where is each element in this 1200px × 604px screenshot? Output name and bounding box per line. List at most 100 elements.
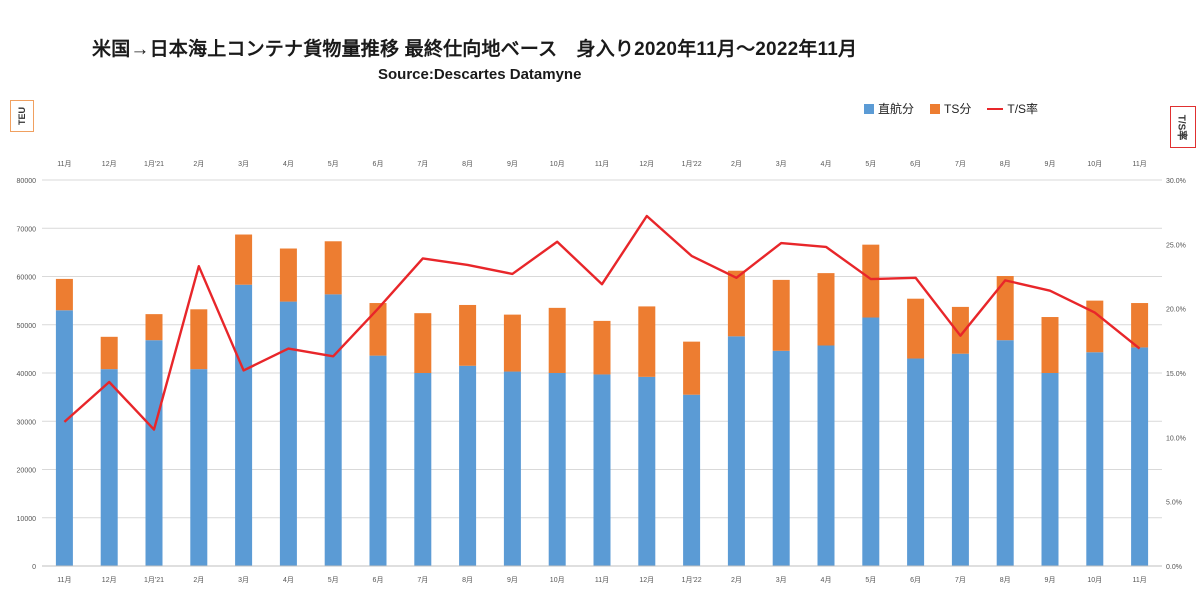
bar-direct — [100, 369, 118, 566]
left-tick-label: 0 — [32, 564, 36, 571]
bar-ts — [279, 248, 297, 302]
bar-direct — [772, 350, 790, 566]
bar-ts — [190, 309, 208, 370]
category-label: 5月 — [328, 576, 339, 584]
chart-title: 米国→日本海上コンテナ貨物量推移 最終仕向地ベース 身入り2020年11月～20… — [92, 39, 858, 60]
bar-direct — [1041, 373, 1059, 566]
bar-direct — [862, 317, 880, 566]
category-label: 6月 — [373, 576, 384, 584]
category-label: 9月 — [1045, 576, 1056, 584]
left-tick-label: 50000 — [17, 323, 37, 330]
top-category-label: 6月 — [910, 160, 921, 168]
legend-label-direct: 直航分 — [878, 102, 915, 116]
category-label: 10月 — [1087, 576, 1102, 584]
chart-source: Source:Descartes Datamyne — [378, 66, 582, 83]
bar-ts — [683, 341, 701, 395]
category-label: 11月 — [57, 576, 71, 584]
ts-rate-line — [63, 214, 1141, 431]
legend-item-ts-rate: T/S率 — [987, 100, 1038, 117]
bar-ts — [459, 304, 477, 366]
bar-direct — [683, 394, 701, 566]
top-category-label: 11月 — [57, 160, 71, 168]
bar-ts — [1086, 300, 1104, 353]
top-category-label: 8月 — [1000, 160, 1011, 168]
top-category-label: 3月 — [238, 160, 249, 168]
right-tick-label: 5.0% — [1166, 500, 1182, 507]
category-label: 7月 — [417, 576, 428, 584]
top-category-label: 3月 — [776, 160, 787, 168]
top-category-label: 7月 — [955, 160, 966, 168]
left-tick-label: 70000 — [17, 226, 37, 233]
bar-ts — [727, 270, 745, 337]
bar-direct — [593, 374, 611, 566]
top-category-label: 1月'22 — [682, 160, 702, 168]
bar-ts — [951, 306, 969, 354]
top-category-label: 4月 — [283, 160, 294, 168]
bar-ts — [145, 314, 163, 341]
bar-direct — [414, 373, 432, 566]
bar-direct — [1131, 347, 1149, 566]
bar-ts — [503, 314, 521, 372]
bar-ts — [862, 244, 880, 318]
category-label: 9月 — [507, 576, 518, 584]
bar-ts — [593, 320, 611, 375]
bar-direct — [459, 365, 477, 566]
bar-direct — [907, 358, 925, 566]
right-tick-label: 0.0% — [1166, 564, 1182, 571]
category-label: 2月 — [731, 576, 742, 584]
category-label: 6月 — [910, 576, 921, 584]
bar-direct — [638, 376, 656, 566]
category-label: 12月 — [102, 576, 117, 584]
category-label: 11月 — [1132, 576, 1146, 584]
bar-ts — [369, 303, 387, 356]
legend-label-ts: TS分 — [944, 102, 972, 116]
left-tick-label: 60000 — [17, 275, 37, 282]
bar-ts — [638, 306, 656, 377]
right-tick-label: 20.0% — [1166, 307, 1186, 314]
left-tick-label: 80000 — [17, 178, 37, 185]
category-label: 3月 — [238, 576, 249, 584]
top-category-label: 8月 — [462, 160, 473, 168]
category-label: 5月 — [865, 576, 876, 584]
legend-item-ts: TS分 — [930, 100, 971, 117]
category-label: 11月 — [595, 576, 609, 584]
category-label: 4月 — [283, 576, 294, 584]
top-category-label: 11月 — [1132, 160, 1146, 168]
top-category-label: 1月'21 — [144, 160, 164, 168]
bar-direct — [503, 371, 521, 566]
category-label: 4月 — [821, 576, 832, 584]
bar-direct — [996, 340, 1014, 566]
bar-ts — [548, 307, 566, 373]
bar-ts — [817, 273, 835, 346]
category-label: 1月'21 — [144, 576, 164, 584]
category-label: 12月 — [639, 576, 654, 584]
top-category-label: 2月 — [731, 160, 742, 168]
bar-ts — [414, 313, 432, 373]
bar-direct — [951, 353, 969, 566]
left-tick-label: 20000 — [17, 468, 37, 475]
top-category-label: 5月 — [328, 160, 339, 168]
top-category-label: 12月 — [102, 160, 117, 168]
bar-ts — [324, 241, 342, 295]
top-category-label: 2月 — [193, 160, 204, 168]
bar-direct — [324, 294, 342, 566]
bar-direct — [279, 301, 297, 566]
left-tick-label: 40000 — [17, 371, 37, 378]
bar-direct — [55, 310, 73, 566]
legend-label-ts-rate: T/S率 — [1007, 102, 1039, 116]
bar-direct — [727, 336, 745, 566]
bar-ts — [996, 276, 1014, 341]
left-tick-label: 30000 — [17, 419, 37, 426]
top-category-label: 7月 — [417, 160, 428, 168]
top-category-label: 6月 — [373, 160, 384, 168]
bar-direct — [369, 355, 387, 566]
top-category-label: 10月 — [1087, 160, 1102, 168]
category-label: 8月 — [462, 576, 473, 584]
top-category-label: 9月 — [1045, 160, 1056, 168]
left-tick-label: 10000 — [17, 516, 37, 523]
top-category-label: 11月 — [595, 160, 609, 168]
legend-swatch-direct — [864, 103, 874, 114]
category-label: 8月 — [1000, 576, 1011, 584]
bar-direct — [1086, 352, 1104, 566]
